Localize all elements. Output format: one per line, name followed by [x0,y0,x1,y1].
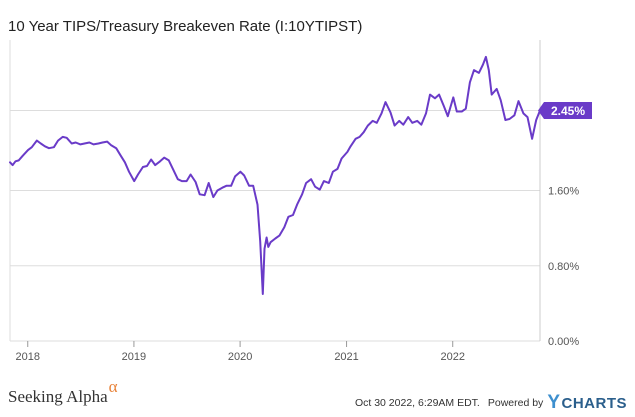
x-tick-label: 2022 [440,351,464,363]
last-value-badge-bg [538,102,592,120]
y-tick-label: 0.80% [548,261,579,273]
timestamp: Oct 30 2022, 6:29AM EDT. [354,397,480,409]
line-chart: 0.00% 0.80% 1.60% 2018 2019 2020 2021 2022 2.45… [9,40,592,364]
y-tick-label: 1.60% [548,186,579,198]
series-layer [9,55,541,295]
x-tick-label: 2021 [334,351,358,363]
x-tick-label: 2018 [16,351,40,363]
x-tick-label: 2019 [122,351,146,363]
series-line [9,55,541,295]
powered-by-label: Powered by [487,397,544,409]
chart-footer: Oct 30 2022, 6:29AM EDT. Powered by Y CHA… [355,392,627,414]
chart-title: 10 Year TIPS/Treasury Breakeven Rate (I:… [8,18,363,35]
ycharts-logo[interactable]: Y CHARTS [547,392,627,414]
axes [9,40,541,347]
brand-name: Seeking Alpha [8,387,108,406]
grid-lines [10,110,540,342]
y-tick-label: 0.00% [548,336,579,348]
ycharts-y-icon: Y [547,392,561,413]
ycharts-wordmark: CHARTS [561,394,627,412]
last-value-label: 2.45% [551,104,585,118]
seeking-alpha-logo[interactable]: Seeking Alphaα [8,377,118,407]
last-value-badge: 2.45% [538,102,592,120]
tick-labels: 0.00% 0.80% 1.60% 2018 2019 2020 2021 2022 [16,186,580,364]
alpha-icon: α [108,377,118,396]
x-tick-label: 2020 [228,351,252,363]
